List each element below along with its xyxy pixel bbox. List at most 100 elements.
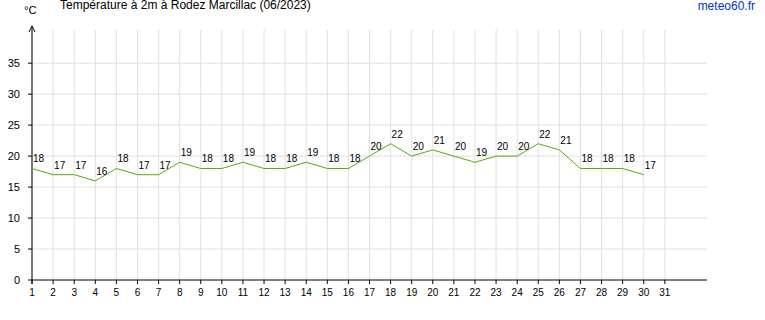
y-tick bbox=[28, 280, 32, 281]
x-grid bbox=[390, 30, 391, 280]
y-tick bbox=[28, 125, 32, 126]
x-tick bbox=[327, 280, 328, 284]
y-tick bbox=[28, 249, 32, 250]
data-label: 18 bbox=[33, 153, 45, 164]
x-tick-label: 14 bbox=[301, 287, 313, 298]
x-tick bbox=[580, 280, 581, 284]
data-label: 22 bbox=[392, 129, 404, 140]
x-grid bbox=[53, 30, 54, 280]
y-label: °C bbox=[24, 4, 36, 16]
x-tick-label: 26 bbox=[554, 287, 566, 298]
x-grid bbox=[559, 30, 560, 280]
data-label: 18 bbox=[117, 153, 129, 164]
y-tick-label: 35 bbox=[8, 57, 20, 69]
y-tick-label: 5 bbox=[14, 243, 20, 255]
data-label: 20 bbox=[455, 141, 467, 152]
y-tick-label: 25 bbox=[8, 119, 20, 131]
data-label: 18 bbox=[349, 153, 361, 164]
x-grid bbox=[643, 30, 644, 280]
x-tick-label: 8 bbox=[177, 287, 183, 298]
y-tick bbox=[28, 156, 32, 157]
x-tick-label: 24 bbox=[512, 287, 524, 298]
x-tick-label: 13 bbox=[280, 287, 292, 298]
x-tick bbox=[306, 280, 307, 284]
x-tick bbox=[664, 280, 665, 284]
x-tick bbox=[179, 280, 180, 284]
x-grid bbox=[74, 30, 75, 280]
x-grid bbox=[453, 30, 454, 280]
data-label: 18 bbox=[581, 153, 593, 164]
y-tick-label: 30 bbox=[8, 88, 20, 100]
x-grid bbox=[664, 30, 665, 280]
x-tick-label: 9 bbox=[198, 287, 204, 298]
x-grid bbox=[496, 30, 497, 280]
x-tick-label: 1 bbox=[29, 287, 35, 298]
x-tick-label: 15 bbox=[322, 287, 334, 298]
x-tick-label: 18 bbox=[385, 287, 397, 298]
x-tick bbox=[32, 280, 33, 284]
x-tick bbox=[348, 280, 349, 284]
data-label: 19 bbox=[307, 147, 319, 158]
x-tick-label: 20 bbox=[427, 287, 439, 298]
x-tick-label: 6 bbox=[135, 287, 141, 298]
x-grid bbox=[158, 30, 159, 280]
x-tick bbox=[559, 280, 560, 284]
x-tick bbox=[453, 280, 454, 284]
data-label: 20 bbox=[518, 141, 530, 152]
x-tick bbox=[200, 280, 201, 284]
temperature-line bbox=[32, 144, 644, 181]
data-label: 18 bbox=[265, 153, 277, 164]
data-label: 19 bbox=[476, 147, 488, 158]
x-tick-label: 16 bbox=[343, 287, 355, 298]
y-tick-label: 10 bbox=[8, 212, 20, 224]
data-label: 21 bbox=[560, 135, 572, 146]
y-tick bbox=[28, 218, 32, 219]
x-tick-label: 28 bbox=[596, 287, 608, 298]
x-tick-label: 11 bbox=[238, 287, 249, 298]
x-tick-label: 5 bbox=[114, 287, 120, 298]
x-tick bbox=[264, 280, 265, 284]
data-label: 17 bbox=[645, 160, 657, 171]
x-tick-label: 22 bbox=[469, 287, 481, 298]
x-tick bbox=[285, 280, 286, 284]
y-tick-label: 15 bbox=[8, 181, 20, 193]
data-label: 20 bbox=[371, 141, 383, 152]
x-grid bbox=[538, 30, 539, 280]
x-tick bbox=[95, 280, 96, 284]
x-tick-label: 30 bbox=[638, 287, 650, 298]
x-grid bbox=[137, 30, 138, 280]
x-tick-label: 21 bbox=[448, 287, 460, 298]
x-tick-label: 19 bbox=[406, 287, 418, 298]
x-grid bbox=[432, 30, 433, 280]
x-tick bbox=[390, 280, 391, 284]
x-tick-label: 17 bbox=[364, 287, 376, 298]
x-tick-label: 10 bbox=[216, 287, 228, 298]
data-label: 20 bbox=[413, 141, 425, 152]
x-grid bbox=[369, 30, 370, 280]
y-tick-label: 20 bbox=[8, 150, 20, 162]
data-label: 17 bbox=[138, 160, 150, 171]
x-tick bbox=[221, 280, 222, 284]
x-grid bbox=[95, 30, 96, 280]
y-axis-arrow bbox=[29, 26, 35, 32]
x-tick bbox=[74, 280, 75, 284]
x-tick-label: 2 bbox=[50, 287, 56, 298]
y-tick bbox=[28, 187, 32, 188]
x-tick bbox=[432, 280, 433, 284]
data-label: 17 bbox=[54, 160, 66, 171]
plot bbox=[32, 144, 644, 181]
x-tick bbox=[517, 280, 518, 284]
chart: 0510152025303512345678910111213141516171… bbox=[0, 0, 765, 320]
data-label: 20 bbox=[497, 141, 509, 152]
data-label: 16 bbox=[96, 166, 108, 177]
y-tick bbox=[28, 63, 32, 64]
data-label: 21 bbox=[434, 135, 446, 146]
data-label: 18 bbox=[202, 153, 214, 164]
x-tick-label: 12 bbox=[258, 287, 270, 298]
x-tick bbox=[369, 280, 370, 284]
data-label: 18 bbox=[328, 153, 340, 164]
x-tick bbox=[158, 280, 159, 284]
data-label: 19 bbox=[244, 147, 256, 158]
x-tick-label: 27 bbox=[575, 287, 587, 298]
y-tick bbox=[28, 94, 32, 95]
